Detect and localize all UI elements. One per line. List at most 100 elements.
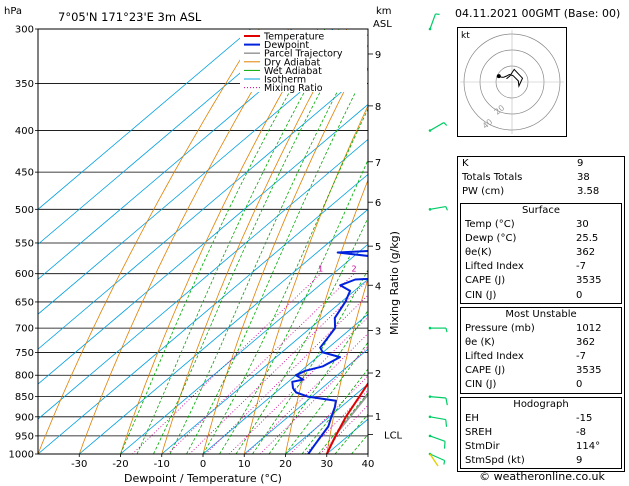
surface-row: Lifted Index -7 <box>465 261 586 273</box>
temperature-tick-label: -30 <box>71 459 87 470</box>
surface-row: CIN (J) 0 <box>465 289 583 301</box>
isotherm-line <box>202 313 368 454</box>
pressure-tick-label: 900 <box>15 412 34 423</box>
wet-adiabat-line <box>235 216 368 454</box>
temperature-tick-label: 40 <box>362 459 375 470</box>
pressure-tick-label: 950 <box>15 431 34 442</box>
most-unstable-row: CAPE (J) 3535 <box>465 365 602 377</box>
temperature-tick-label: -10 <box>154 459 170 470</box>
most-unstable-row: Pressure (mb) 1012 <box>465 322 602 334</box>
km-tick-label: 3 <box>375 327 381 338</box>
wet-adiabat-line <box>351 433 368 454</box>
pressure-tick-label: 500 <box>15 205 34 216</box>
wind-barb <box>429 396 446 399</box>
dry-adiabat-line <box>409 29 455 454</box>
most-unstable-row: CIN (J) 0 <box>465 379 583 391</box>
pressure-tick-label: 400 <box>15 126 34 137</box>
temperature-tick-label: 0 <box>200 459 206 470</box>
surface-row: θe(K) 362 <box>465 246 596 258</box>
surface-wind-barb <box>429 453 439 467</box>
mixing-ratio-line <box>228 316 368 454</box>
mixing-ratio-axis-label: Mixing Ratio (g/kg) <box>388 231 401 335</box>
pressure-tick-label: 350 <box>15 79 34 90</box>
pressure-tick-label: 1000 <box>9 450 34 461</box>
hodograph-row: EH -15 <box>465 412 593 424</box>
wind-barb <box>429 13 437 30</box>
asl-label: ASL <box>373 19 392 30</box>
hodograph-box-title: Hodograph <box>513 398 569 410</box>
hodograph-kt-label: kt <box>461 31 470 41</box>
pressure-tick-label: 450 <box>15 168 34 179</box>
dry-adiabat-line <box>285 179 368 454</box>
wet-adiabat-line <box>202 107 368 454</box>
legend-entry: Temperature <box>263 32 324 43</box>
legend-entry: Wet Adiabat <box>264 66 322 77</box>
surface-row: Dewp (°C) 25.5 <box>465 232 599 244</box>
mixing-ratio-label: 1 <box>318 265 323 274</box>
isotherm-line <box>38 33 368 315</box>
wet-adiabat-line <box>301 368 368 454</box>
wind-barbs <box>428 13 448 467</box>
pressure-tick-label: 550 <box>15 238 34 249</box>
datetime-label: 04.11.2021 00GMT (Base: 00) <box>455 7 621 20</box>
km-tick-label: 4 <box>375 281 381 292</box>
x-axis-label: Dewpoint / Temperature (°C) <box>124 472 282 485</box>
pressure-tick-label: 300 <box>15 25 34 36</box>
hodograph-row: StmSpd (kt) 9 <box>465 455 583 467</box>
mixing-ratio-line <box>167 273 355 454</box>
mixing-ratio-label: 10 <box>436 265 446 274</box>
km-tick-label: 2 <box>375 369 381 380</box>
temperature-tick-label: 10 <box>238 459 251 470</box>
wind-barb <box>429 205 446 210</box>
pressure-tick-label: 800 <box>15 371 34 382</box>
legend-entry: Dewpoint <box>264 40 309 51</box>
mixing-ratio-line <box>304 389 368 454</box>
pressure-tick-label: 850 <box>15 392 34 403</box>
km-label: km <box>376 6 392 17</box>
mixing-ratio-line <box>259 346 368 454</box>
mixing-ratio-line <box>319 404 368 454</box>
km-tick-label: 8 <box>375 102 381 113</box>
surface-box: Surface Temp (°C) 30 Dewp (°C) 25.5 θe(K) 3… <box>460 202 622 304</box>
dry-adiabat-line <box>202 43 368 454</box>
hodograph-row: StmDir 114° <box>465 441 601 452</box>
wet-adiabat-line <box>186 66 368 454</box>
wet-adiabat-line <box>219 159 368 454</box>
most-unstable-box: Most Unstable Pressure (mb) 1012 θe (K) 36… <box>460 306 622 394</box>
mixing-ratio-line <box>289 375 368 454</box>
dry-adiabat-line <box>38 29 260 454</box>
legend-entry: Parcel Trajectory <box>264 49 343 60</box>
skewt-chart: 12346810162025 3003504004505005506006507… <box>4 6 455 485</box>
pressure-tick-label: 750 <box>15 348 34 359</box>
dry-adiabat-line <box>243 104 368 454</box>
isotherm-line <box>243 348 368 454</box>
parcel-trajectory-line <box>325 393 368 454</box>
index-row: Totals Totals 38 <box>462 172 590 184</box>
hpa-label: hPa <box>4 6 22 17</box>
mixing-ratio-label: 6 <box>410 265 415 274</box>
storm-motion-marker <box>496 74 501 79</box>
copyright: © weatheronline.co.uk <box>479 470 605 483</box>
mixing-ratio-line <box>189 279 368 454</box>
mixing-ratio-label: 8 <box>426 265 431 274</box>
wind-barb <box>429 435 446 442</box>
mixing-ratio-line <box>205 294 368 454</box>
dewpoint-line <box>291 250 368 454</box>
most-unstable-title: Most Unstable <box>505 308 577 320</box>
pressure-tick-label: 600 <box>15 269 34 280</box>
hodograph-box: Hodograph EH -15 SREH -8 StmDir 114° StmSpd… <box>460 396 622 470</box>
isotherm-line <box>38 138 368 420</box>
mixing-ratio-line <box>246 332 368 454</box>
location-label: 7°05'N 171°23'E 3m ASL <box>58 10 202 24</box>
isotherm-line <box>38 103 368 385</box>
index-row: PW (cm) 3.58 <box>462 186 600 198</box>
hodograph: kt 20 40 <box>457 27 567 137</box>
legend-entry: Isotherm <box>264 75 306 86</box>
isotherm-line <box>120 243 368 454</box>
isotherm-line <box>38 29 293 245</box>
wet-adiabat-line <box>120 29 326 454</box>
